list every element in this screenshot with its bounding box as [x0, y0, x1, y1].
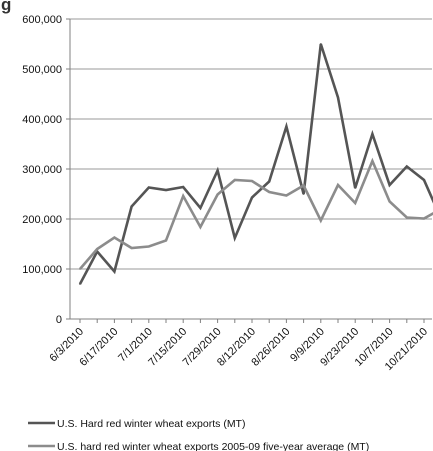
- gridlines: [70, 18, 432, 270]
- data-point: [302, 193, 305, 195]
- data-point: [79, 268, 81, 270]
- series-line-1: [78, 43, 433, 285]
- y-axis-tick-labels: 0 100,000 200,000 300,000 400,000 500,000 600,…: [22, 14, 62, 326]
- legend-label-2: U.S. hard red winter wheat exports 2005-…: [57, 441, 369, 451]
- data-point: [182, 195, 185, 197]
- y-tick-label: 100,000: [22, 264, 62, 276]
- data-point: [371, 133, 374, 135]
- data-point: [182, 186, 185, 188]
- data-point: [423, 217, 425, 220]
- data-point: [354, 202, 357, 204]
- data-point: [337, 96, 339, 99]
- chart-title-fragment: g: [1, 0, 11, 14]
- data-point: [302, 184, 305, 187]
- data-point: [130, 247, 133, 249]
- data-point: [79, 283, 81, 285]
- data-point: [285, 194, 288, 197]
- x-axis-tick-labels: 6/3/20106/17/20107/1/20107/15/20107/29/2…: [47, 326, 430, 373]
- y-tick-label: 0: [56, 314, 62, 326]
- data-point: [405, 216, 408, 219]
- y-tick-label: 600,000: [22, 14, 62, 26]
- legend-label-1: U.S. Hard red winter wheat exports (MT): [57, 418, 245, 430]
- data-point: [268, 191, 271, 193]
- data-point: [147, 245, 150, 248]
- data-point: [147, 186, 150, 189]
- series-lines: [78, 43, 433, 285]
- data-point: [423, 179, 425, 181]
- data-point: [113, 236, 116, 239]
- data-point: [371, 160, 374, 162]
- data-point: [405, 165, 408, 168]
- data-point: [388, 184, 391, 186]
- data-point: [199, 226, 202, 228]
- data-point: [165, 189, 167, 191]
- y-tick-label: 400,000: [22, 114, 62, 126]
- data-point: [199, 207, 202, 209]
- y-tick-label: 200,000: [22, 214, 62, 226]
- data-point: [319, 219, 322, 222]
- data-point: [165, 239, 167, 242]
- data-point: [96, 248, 99, 250]
- data-point: [388, 200, 391, 203]
- data-point: [268, 180, 271, 183]
- data-point: [354, 187, 357, 189]
- data-point: [319, 43, 322, 45]
- axes: [66, 18, 432, 323]
- data-point: [233, 179, 236, 181]
- data-point: [285, 125, 288, 128]
- data-point: [251, 180, 253, 182]
- data-point: [216, 193, 219, 196]
- y-tick-label: 500,000: [22, 64, 62, 76]
- series-line-2: [79, 157, 433, 270]
- legend: U.S. Hard red winter wheat exports (MT) U…: [28, 418, 369, 451]
- data-point: [233, 237, 236, 239]
- data-point: [113, 270, 116, 273]
- y-tick-label: 300,000: [22, 164, 62, 176]
- data-point: [337, 184, 339, 186]
- data-point: [216, 169, 219, 172]
- data-point: [130, 205, 133, 208]
- data-point: [251, 196, 253, 199]
